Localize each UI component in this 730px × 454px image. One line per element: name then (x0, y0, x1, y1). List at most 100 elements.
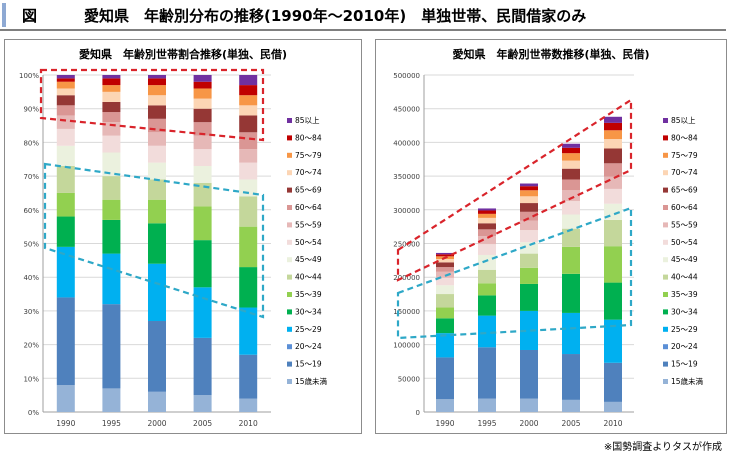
legend-swatch (663, 274, 668, 280)
bar-segment (562, 153, 580, 161)
bar-segment (436, 259, 454, 263)
legend-label: 30〜34 (671, 307, 698, 316)
bar-segment (239, 398, 258, 412)
bar-segment (604, 362, 622, 402)
blue-highlight-outline (396, 206, 633, 340)
bar-segment (562, 143, 580, 148)
legend-swatch (663, 205, 668, 210)
bar-segment (102, 112, 121, 123)
legend-swatch (663, 344, 668, 350)
red-highlight-outline (39, 68, 265, 142)
bar-segment (148, 321, 166, 392)
bar-segment (56, 216, 75, 247)
legend-label: 20〜24 (671, 342, 698, 351)
bar-segment (604, 130, 622, 140)
bar-segment (193, 182, 212, 207)
legend-label: 60〜64 (671, 203, 698, 212)
bar-segment (102, 219, 121, 254)
bar-segment (56, 81, 75, 89)
legend-swatch (287, 205, 292, 210)
bar-segment (193, 206, 212, 241)
x-tick-label: 2005 (193, 419, 212, 428)
bar-segment (604, 163, 622, 177)
legend-label: 25〜29 (295, 325, 322, 334)
bar-segment (148, 223, 166, 264)
bar-segment (604, 188, 622, 204)
bar-segment (436, 294, 454, 308)
bar-segment (56, 75, 75, 79)
bar-segment (436, 399, 454, 412)
legend-label: 80〜84 (671, 133, 698, 142)
bar-segment (478, 208, 496, 211)
y-tick-label: 200000 (393, 274, 420, 282)
bar-segment (56, 385, 75, 412)
legend-swatch (663, 379, 668, 384)
bar-segment (478, 315, 496, 348)
bar-segment (436, 285, 454, 295)
bar-segment (239, 132, 258, 150)
bar-segment (520, 267, 538, 284)
bar-segment (193, 240, 212, 288)
y-tick-label: 70% (23, 173, 39, 181)
bar-segment (604, 219, 622, 247)
bar-segment (148, 95, 166, 106)
bar-segment (436, 254, 454, 257)
bar-segment (56, 192, 75, 217)
bar-segment (102, 85, 121, 92)
bar-segment (604, 319, 622, 363)
bar-segment (193, 75, 212, 82)
legend-swatch (287, 274, 292, 280)
bar-segment (239, 75, 258, 86)
bar-segment (239, 307, 258, 355)
bar-segment (102, 78, 121, 86)
bar-segment (102, 75, 121, 79)
legend-swatch (663, 187, 668, 193)
legend-label: 45〜49 (295, 255, 322, 264)
y-tick-label: 150000 (393, 308, 420, 316)
bar-segment (478, 283, 496, 296)
bar-segment (562, 228, 580, 247)
bar-segment (520, 253, 538, 268)
bar-segment (520, 230, 538, 243)
bar-segment (239, 196, 258, 227)
bar-segment (56, 128, 75, 146)
bar-segment (478, 229, 496, 237)
y-tick-label: 30% (23, 308, 39, 316)
bar-segment (436, 333, 454, 358)
bar-segment (520, 203, 538, 212)
bar-segment (193, 149, 212, 166)
bar-segment (56, 78, 75, 82)
bar-segment (56, 297, 75, 386)
bar-segment (520, 196, 538, 204)
y-tick-label: 40% (23, 274, 39, 282)
bar-segment (56, 246, 75, 298)
title-underline (0, 29, 726, 31)
bar-segment (520, 283, 538, 311)
bar-segment (520, 398, 538, 412)
bar-segment (102, 253, 121, 305)
legend-swatch (663, 170, 668, 176)
bar-segment (239, 226, 258, 268)
x-tick-label: 2000 (519, 419, 538, 428)
legend-label: 15歳未満 (295, 376, 328, 386)
legend-label: 65〜69 (671, 186, 698, 195)
bar-segment (56, 145, 75, 166)
bar-segment (604, 122, 622, 131)
bar-segment (478, 347, 496, 399)
bar-segment (102, 388, 121, 412)
legend-swatch (287, 170, 292, 176)
bar-segment (239, 149, 258, 163)
bar-segment (436, 277, 454, 286)
legend-label: 40〜44 (671, 273, 698, 282)
bar-segment (148, 85, 166, 96)
legend-label: 45〜49 (671, 255, 698, 264)
legend-swatch (663, 309, 668, 315)
legend-label: 30〜34 (295, 307, 322, 316)
bar-segment (520, 242, 538, 254)
chart-panel-count: 愛知県 年齢別世帯数推移(単独、民借) 0 50000 100000 150000 200… (375, 39, 727, 434)
bar-segment (436, 357, 454, 400)
legend-swatch (287, 239, 292, 245)
legend-label: 70〜74 (295, 168, 322, 177)
bar-segment (239, 162, 258, 180)
bar-segment (102, 91, 121, 102)
